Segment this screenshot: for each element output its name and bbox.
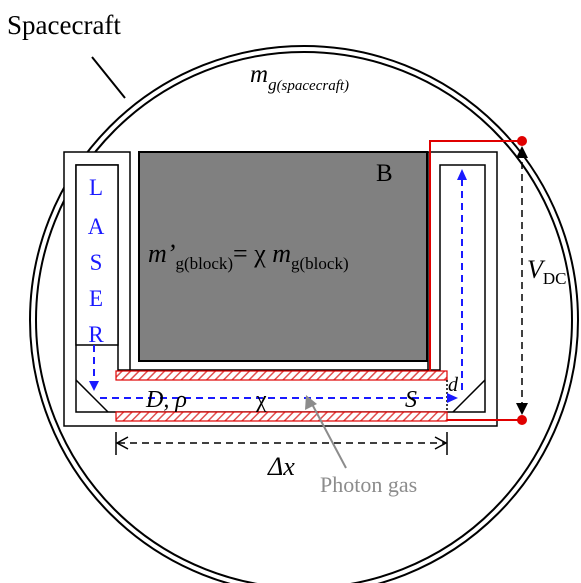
voltage-label: VDC <box>527 255 567 288</box>
block-b <box>138 151 428 362</box>
laser-letter: L <box>89 175 103 200</box>
photon-gas-label: Photon gas <box>320 472 417 497</box>
laser-beam-path <box>93 175 463 399</box>
laser-box <box>75 164 119 346</box>
d-label: d <box>448 374 459 396</box>
chi-label: χ <box>255 387 267 413</box>
spacecraft-hull <box>29 45 579 583</box>
circuit-wires <box>429 140 522 421</box>
terminal-bottom <box>517 415 527 425</box>
laser-letter: E <box>89 286 103 311</box>
block-formula: m’g(block)= χ mg(block) <box>148 239 349 273</box>
terminal-top <box>517 136 527 146</box>
delta-x-label: Δx <box>267 452 295 481</box>
block-label: B <box>376 160 393 187</box>
laser-letter: A <box>88 214 105 239</box>
mirror-left <box>75 379 109 413</box>
laser-letter: S <box>90 250 103 275</box>
photon-gas-pointer <box>311 403 347 469</box>
laser-label: L A S E R <box>88 175 105 347</box>
spacecraft-mass-label: mg(spacecraft) <box>250 61 349 94</box>
s-label: S <box>405 387 417 413</box>
mirror-right <box>452 379 486 413</box>
spacecraft-label: Spacecraft <box>7 10 121 40</box>
laser-letter: R <box>88 322 104 347</box>
capacitor-plate-top <box>115 370 448 381</box>
channel-label: D, ρ <box>145 387 187 413</box>
capacitor-plate-bottom <box>115 411 448 422</box>
spacecraft-pointer <box>91 56 126 99</box>
